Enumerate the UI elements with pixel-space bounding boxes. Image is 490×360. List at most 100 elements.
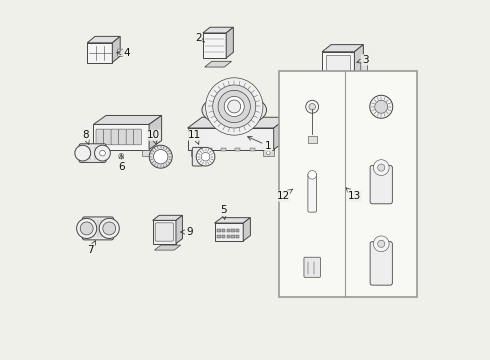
Text: 10: 10 — [147, 130, 160, 144]
FancyBboxPatch shape — [111, 129, 119, 145]
Circle shape — [354, 82, 358, 86]
Bar — [218, 229, 220, 232]
Text: 8: 8 — [82, 130, 89, 144]
Bar — [222, 235, 225, 238]
Circle shape — [76, 219, 97, 238]
Circle shape — [201, 152, 210, 161]
Polygon shape — [154, 245, 181, 250]
Polygon shape — [188, 128, 274, 149]
Bar — [308, 136, 317, 143]
Circle shape — [195, 151, 198, 154]
Bar — [236, 235, 239, 238]
Polygon shape — [149, 116, 162, 149]
Bar — [227, 229, 230, 232]
Polygon shape — [203, 27, 233, 33]
Circle shape — [103, 222, 116, 235]
Polygon shape — [153, 215, 182, 220]
Polygon shape — [226, 27, 233, 58]
FancyBboxPatch shape — [155, 223, 173, 241]
Circle shape — [224, 96, 245, 117]
Polygon shape — [188, 117, 288, 128]
Text: 12: 12 — [276, 189, 293, 201]
Polygon shape — [354, 45, 364, 79]
Polygon shape — [322, 52, 354, 79]
Circle shape — [373, 160, 389, 175]
Polygon shape — [243, 218, 250, 241]
Circle shape — [196, 147, 215, 166]
FancyBboxPatch shape — [134, 129, 142, 145]
Bar — [191, 149, 202, 156]
FancyBboxPatch shape — [118, 49, 123, 56]
Text: 2: 2 — [195, 33, 205, 43]
Polygon shape — [94, 125, 149, 149]
Circle shape — [378, 164, 385, 171]
Text: 4: 4 — [117, 48, 130, 58]
Circle shape — [218, 90, 250, 123]
FancyBboxPatch shape — [308, 174, 317, 212]
Polygon shape — [176, 215, 182, 244]
Circle shape — [378, 240, 385, 247]
Polygon shape — [94, 116, 162, 125]
Polygon shape — [274, 117, 288, 149]
Circle shape — [375, 100, 388, 113]
Bar — [326, 55, 350, 73]
Text: 6: 6 — [118, 154, 124, 172]
Ellipse shape — [202, 94, 267, 126]
Circle shape — [228, 100, 241, 113]
Polygon shape — [205, 61, 232, 67]
Polygon shape — [87, 43, 112, 63]
FancyBboxPatch shape — [192, 147, 203, 166]
FancyBboxPatch shape — [370, 242, 392, 285]
Text: 7: 7 — [88, 241, 96, 255]
Circle shape — [153, 149, 168, 164]
Bar — [221, 148, 226, 151]
Circle shape — [80, 222, 93, 235]
Circle shape — [99, 150, 105, 156]
Bar — [235, 148, 240, 151]
Bar — [279, 71, 417, 297]
Circle shape — [373, 236, 389, 252]
Circle shape — [267, 151, 270, 154]
FancyBboxPatch shape — [103, 129, 111, 145]
Bar — [142, 149, 151, 156]
Circle shape — [95, 145, 110, 161]
Bar — [207, 148, 212, 151]
FancyBboxPatch shape — [82, 217, 114, 240]
Text: 13: 13 — [346, 188, 361, 201]
FancyBboxPatch shape — [96, 129, 104, 145]
FancyBboxPatch shape — [370, 166, 392, 204]
Bar — [236, 229, 239, 232]
Text: 9: 9 — [181, 227, 193, 237]
Bar — [250, 148, 255, 151]
Circle shape — [75, 145, 91, 161]
Circle shape — [309, 104, 316, 110]
Polygon shape — [322, 45, 364, 52]
Circle shape — [205, 78, 263, 135]
Text: 11: 11 — [188, 130, 201, 144]
Bar — [263, 149, 274, 156]
Polygon shape — [112, 36, 120, 63]
Circle shape — [213, 85, 256, 128]
Polygon shape — [215, 223, 243, 241]
Circle shape — [306, 100, 318, 113]
FancyBboxPatch shape — [79, 144, 106, 162]
Text: 3: 3 — [357, 55, 368, 65]
Bar — [231, 229, 235, 232]
Text: 5: 5 — [220, 206, 227, 219]
Polygon shape — [203, 33, 226, 58]
Circle shape — [318, 82, 322, 86]
FancyBboxPatch shape — [119, 129, 126, 145]
Circle shape — [308, 171, 317, 179]
FancyBboxPatch shape — [126, 129, 134, 145]
Circle shape — [99, 219, 119, 238]
Bar — [222, 229, 225, 232]
Bar — [231, 235, 235, 238]
Polygon shape — [87, 36, 120, 43]
Polygon shape — [215, 218, 250, 223]
Polygon shape — [153, 220, 176, 244]
Text: 1: 1 — [247, 136, 271, 151]
Circle shape — [119, 153, 124, 158]
Circle shape — [149, 145, 172, 168]
Polygon shape — [317, 83, 367, 89]
Bar — [227, 235, 230, 238]
